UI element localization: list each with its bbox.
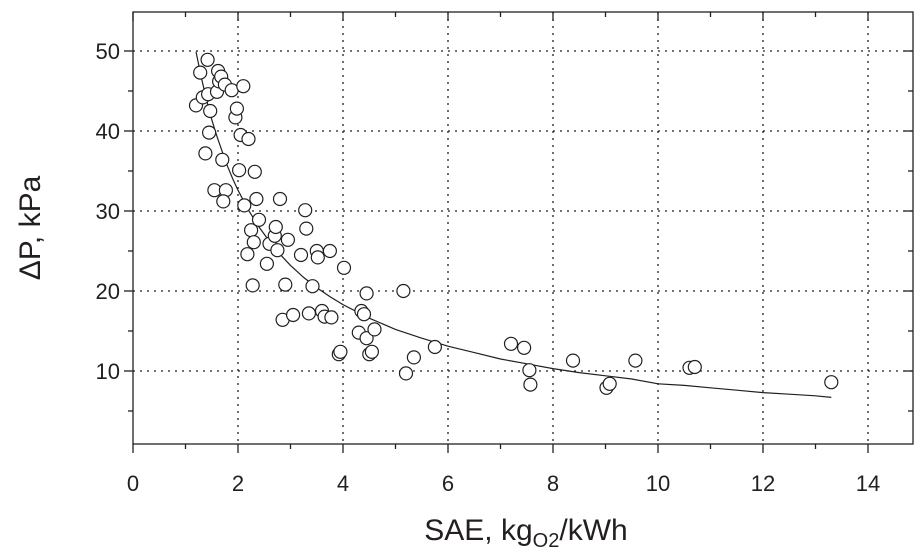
data-point [301,306,316,321]
x-axis-title-subscript: O2 [533,530,560,551]
x-tick-label: 10 [646,471,670,496]
data-point [516,340,532,355]
data-point [216,194,231,209]
data-point [241,131,256,147]
x-tick-label: 8 [547,471,559,496]
data-point [333,344,348,359]
x-tick-label: 6 [442,471,454,496]
y-tick-label: 40 [96,119,120,144]
data-point [523,377,538,392]
data-point [565,353,581,368]
data-point [259,256,274,271]
data-point [270,243,285,258]
x-tick-label: 4 [337,471,349,496]
data-point [278,277,293,292]
data-point [298,203,313,218]
y-tick-label: 50 [96,39,120,64]
data-point [398,366,414,381]
data-point [200,52,215,67]
data-point [236,79,251,94]
data-point [522,363,537,378]
data-point [272,191,288,207]
data-point [602,376,617,391]
axis-ticks [124,12,913,453]
data-point [310,250,325,265]
data-point [356,307,372,322]
x-tick-label: 12 [751,471,775,496]
y-tick-label: 30 [96,199,120,224]
data-point [268,219,283,235]
data-point [359,286,374,301]
data-point [286,307,301,323]
data-point [249,191,264,207]
data-point [251,212,267,227]
plot-frame [132,11,914,445]
tick-labels: 0 2 4 6 8 10 12 14 10 20 30 40 50 [96,39,881,496]
data-point [245,278,260,293]
x-axis-title-main: SAE, kg [424,514,532,547]
data-point [246,235,261,250]
data-point [324,310,339,325]
data-point [293,247,309,263]
data-point [628,353,643,368]
data-point [240,247,255,262]
data-point [247,164,262,179]
data-point [280,232,295,247]
data-point [237,198,252,213]
x-tick-label: 14 [856,471,880,496]
x-axis-title-suffix: /kWh [559,514,627,547]
data-point [687,359,702,375]
data-point [396,283,411,299]
y-tick-label: 10 [96,359,120,384]
data-point [232,163,247,178]
data-point [299,221,314,236]
data-point [824,375,839,390]
data-point [359,331,374,346]
data-point [203,103,218,119]
y-axis-title: ΔP, kPa [14,175,47,280]
data-point [322,243,337,259]
data-point [406,350,421,365]
data-points [188,52,839,395]
data-point [367,322,382,337]
data-point [364,344,379,359]
data-point [202,125,217,140]
data-point [503,336,519,351]
data-point [305,279,320,294]
x-axis-title: SAE, kgO2/kWh [424,514,627,551]
data-point [193,65,208,80]
data-point [198,146,213,161]
y-tick-label: 20 [96,279,120,304]
data-point [215,152,230,167]
data-point [229,101,244,116]
data-point [336,260,352,275]
x-tick-label: 0 [127,471,139,496]
data-point [427,339,442,355]
x-tick-label: 2 [232,471,244,496]
